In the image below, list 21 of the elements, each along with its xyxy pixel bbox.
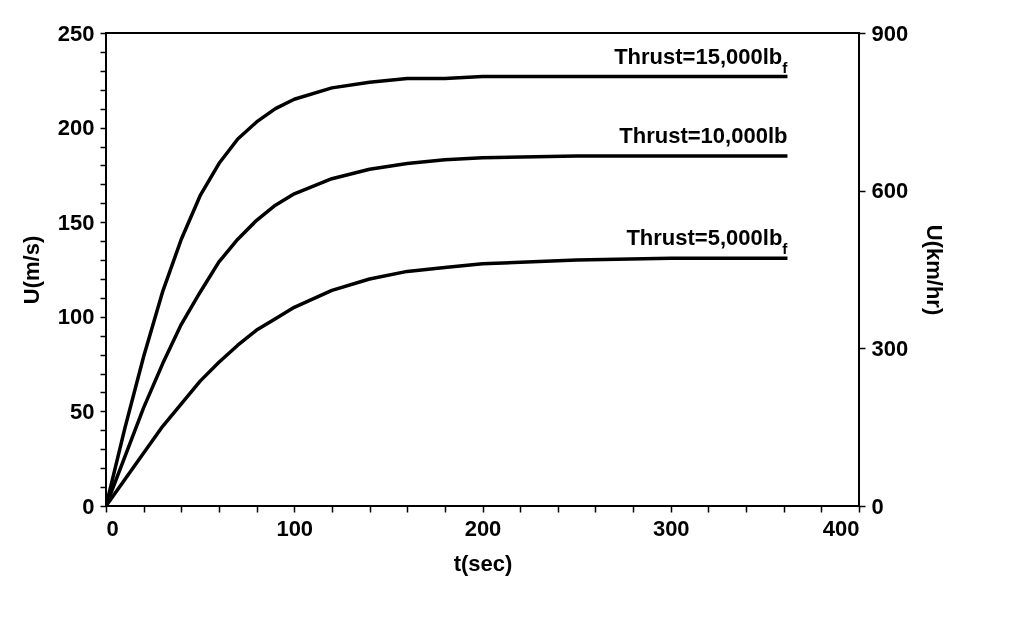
y2-tick-label: 900: [871, 20, 909, 46]
y2-tick-label: 300: [871, 335, 909, 361]
series-label: Thrust=15,000lb$_{f}$: [614, 43, 789, 76]
y-axis-title: U(m/s): [18, 235, 44, 305]
y-tick-label: 50: [70, 398, 95, 424]
x-tick-label: 100: [276, 515, 314, 541]
y2-axis-title: U(km/hr): [922, 224, 948, 316]
x-tick-label: 0: [106, 515, 119, 541]
x-axis-title: t(sec): [453, 550, 513, 576]
y2-tick-label: 600: [871, 178, 909, 204]
x-tick-label: 400: [822, 515, 860, 541]
y-tick-label: 100: [57, 304, 95, 330]
y-tick-label: 150: [57, 209, 95, 235]
y-tick-label: 200: [57, 115, 95, 141]
x-tick-label: 300: [652, 515, 690, 541]
y-tick-label: 0: [82, 493, 95, 519]
x-tick-label: 200: [464, 515, 502, 541]
series-label: Thrust=5,000lb$_{f}$: [626, 225, 789, 257]
y-tick-label: 250: [57, 20, 95, 46]
series-label: Thrust=10,000lb: [619, 122, 788, 148]
y2-tick-label: 0: [871, 493, 884, 519]
